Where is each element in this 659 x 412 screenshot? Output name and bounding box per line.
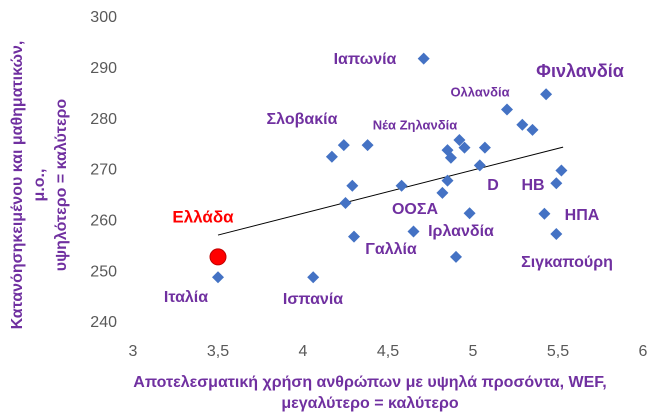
point [550,177,563,190]
x-tick-label: 6 [639,343,648,360]
point [538,207,551,220]
point [478,141,491,154]
y-tick-label: 300 [90,9,117,26]
point [526,123,539,136]
point [453,134,466,146]
annotation: Γαλλία [365,241,417,258]
point [346,179,359,192]
x-tick-label: 5,5 [547,343,569,360]
annotation: Ισπανία [283,291,343,308]
annotation: Σιγκαπούρη [521,254,613,271]
point [395,179,408,192]
point [325,150,338,163]
trendline [217,146,564,236]
point [441,174,454,187]
x-tick-label: 3,5 [207,343,229,360]
x-tick-label: 3 [129,343,138,360]
annotation: ΟΟΣΑ [392,201,438,218]
point [361,139,374,152]
y-tick-label: 280 [90,111,117,128]
annotation: Ιρλανδία [428,223,494,240]
x-tick-label: 4 [299,343,308,360]
y-axis-title: μ.ο., [31,169,48,202]
point [540,88,553,101]
x-axis-title: μεγαλύτερο = καλύτερο [281,395,459,412]
annotation: ΗΒ [521,177,544,194]
annotation: Ολλανδία [450,84,509,99]
point [458,141,471,154]
annotation: D [487,177,499,194]
annotation: Σλοβακία [267,111,338,128]
point [516,118,529,131]
point [463,207,476,220]
point [444,151,457,164]
point [555,164,568,177]
annotation: Φινλανδία [536,61,624,81]
point [450,250,462,263]
y-axis-title: υψηλότερο = καλύτερο [53,99,70,272]
y-tick-label: 250 [90,263,117,280]
x-axis-title: Αποτελεσματική χρήση ανθρώπων με υψηλά π… [133,374,606,391]
x-tick-label: 5 [469,343,478,360]
point [550,228,563,241]
annotation: ΗΠΑ [565,207,600,224]
highlight-point [209,248,227,266]
point [417,52,430,65]
annotation: Ελλάδα [172,207,234,226]
point [339,197,352,210]
annotation: Νέα Ζηλανδία [373,117,458,132]
y-tick-label: 260 [90,213,117,230]
y-axis-title: Κατανόησηκειμένου και μαθηματικών, [9,41,26,330]
point [407,225,420,238]
y-tick-label: 270 [90,162,117,179]
y-tick-label: 240 [90,314,117,331]
point [436,186,449,199]
point [307,271,320,284]
point [212,271,224,284]
point [348,230,360,243]
point [473,159,486,172]
point [501,103,513,116]
annotation: Ιταλία [164,289,208,306]
annotation: Ιαπωνία [334,51,397,68]
point [337,139,350,152]
y-tick-label: 290 [90,60,117,77]
x-tick-label: 4,5 [377,343,399,360]
